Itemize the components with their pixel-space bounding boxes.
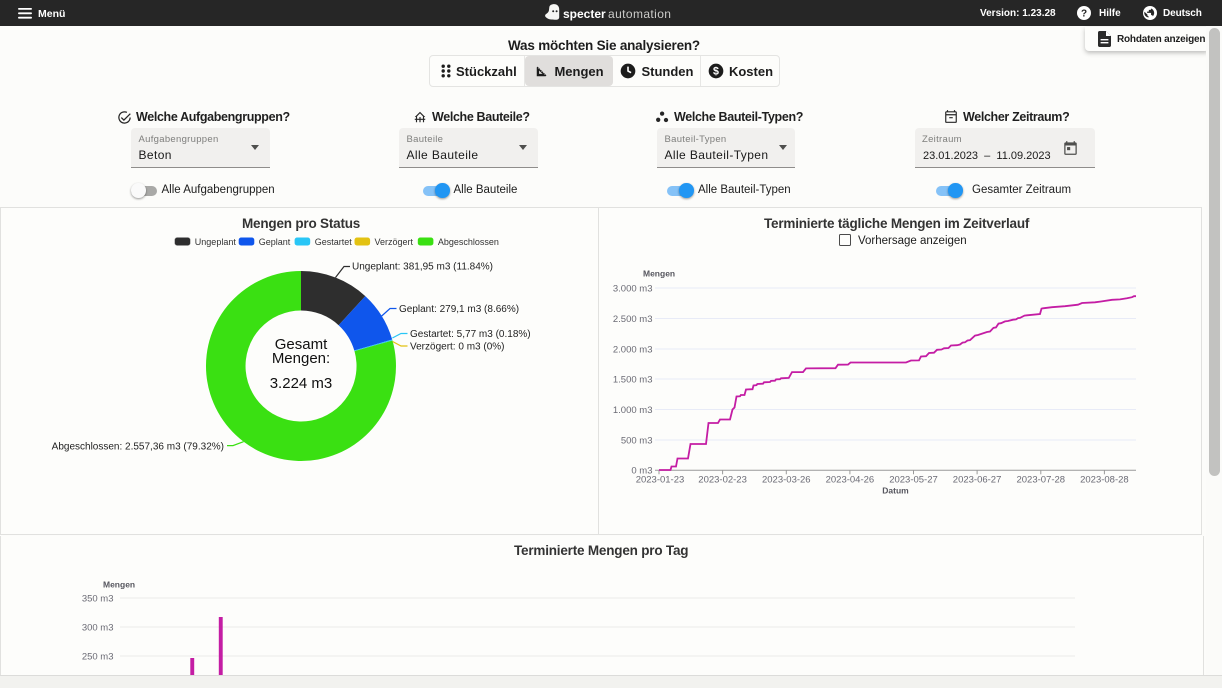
svg-text:1.500 m3: 1.500 m3 (613, 374, 653, 385)
svg-text:2023-07-28: 2023-07-28 (1016, 474, 1065, 485)
svg-text:2023-06-27: 2023-06-27 (953, 474, 1002, 485)
svg-text:Geplant: Geplant (259, 237, 291, 247)
svg-text:Mengen:: Mengen: (272, 350, 330, 367)
svg-text:Ungeplant: 381,95 m3 (11.84%): Ungeplant: 381,95 m3 (11.84%) (352, 262, 493, 273)
svg-text:2023-04-26: 2023-04-26 (826, 474, 875, 485)
svg-text:2.500 m3: 2.500 m3 (613, 314, 653, 325)
svg-text:2023-01-23: 2023-01-23 (636, 474, 685, 485)
svg-text:2023-02-23: 2023-02-23 (698, 474, 747, 485)
svg-text:Ungeplant: Ungeplant (195, 237, 237, 247)
svg-text:500 m3: 500 m3 (621, 435, 653, 446)
svg-text:250 m3: 250 m3 (82, 651, 114, 662)
svg-text:Gesamt: Gesamt (275, 336, 328, 353)
svg-text:Datum: Datum (882, 486, 909, 496)
svg-text:1.000 m3: 1.000 m3 (613, 405, 653, 416)
svg-text:2023-08-28: 2023-08-28 (1080, 474, 1129, 485)
svg-text:3.224 m3: 3.224 m3 (270, 375, 333, 392)
svg-text:Verzögert: Verzögert (375, 237, 414, 247)
svg-text:Mengen: Mengen (643, 268, 675, 278)
svg-text:Gestartet: 5,77 m3 (0.18%): Gestartet: 5,77 m3 (0.18%) (410, 329, 531, 340)
svg-text:Geplant: 279,1 m3 (8.66%): Geplant: 279,1 m3 (8.66%) (399, 304, 519, 315)
svg-text:Abgeschlossen: 2.557,36 m3 (79: Abgeschlossen: 2.557,36 m3 (79.32%) (52, 442, 224, 453)
svg-text:Verzögert: 0 m3 (0%): Verzögert: 0 m3 (0%) (410, 342, 504, 353)
svg-text:?: ? (1081, 9, 1087, 20)
svg-text:3.000 m3: 3.000 m3 (613, 283, 653, 294)
svg-text:Gestartet: Gestartet (315, 237, 353, 247)
svg-text:$: $ (713, 66, 719, 78)
svg-text:2023-03-26: 2023-03-26 (762, 474, 811, 485)
svg-text:2023-05-27: 2023-05-27 (889, 474, 938, 485)
svg-text:Mengen: Mengen (103, 580, 135, 590)
svg-text:Abgeschlossen: Abgeschlossen (438, 237, 499, 247)
svg-text:300 m3: 300 m3 (82, 622, 114, 633)
svg-text:0 m3: 0 m3 (631, 466, 652, 477)
svg-text:2.000 m3: 2.000 m3 (613, 344, 653, 355)
svg-text:350 m3: 350 m3 (82, 593, 114, 604)
